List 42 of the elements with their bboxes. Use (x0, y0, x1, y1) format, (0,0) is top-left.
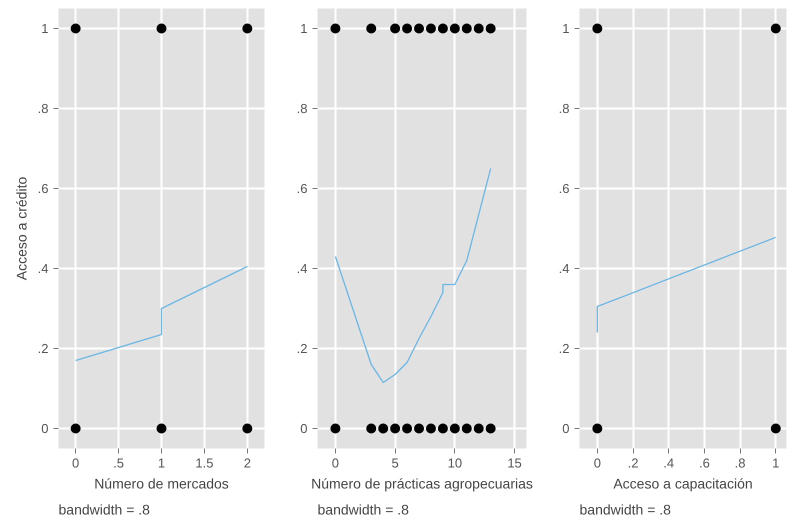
line-series (75, 266, 248, 362)
y-tick-label: 0 (300, 421, 308, 436)
y-axis-title: Acceso a crédito (14, 176, 30, 280)
y-tick-label: .4 (558, 261, 570, 276)
y-tick-label: .6 (558, 181, 570, 196)
x-axis-title: Acceso a capacitación (613, 476, 753, 492)
y-tick-label: .8 (38, 101, 48, 116)
x-tick-label: 15 (507, 456, 522, 470)
x-tick-label: .6 (698, 456, 710, 470)
line-series (334, 168, 492, 384)
x-tick-label: 0 (332, 456, 340, 470)
x-tick-label: .8 (734, 456, 746, 470)
y-tick-label: .6 (38, 181, 48, 196)
y-tick-label: 0 (41, 421, 49, 436)
text: bandwidth = .8 (580, 502, 672, 518)
y-tick-label: 1 (300, 21, 308, 36)
x-axis-title: Número de prácticas agropecuarias (311, 476, 533, 492)
x-tick-label: 10 (448, 456, 462, 470)
x-tick-label: .2 (628, 456, 638, 470)
x-tick-label: 5 (392, 456, 399, 470)
y-tick-label: 1 (562, 21, 570, 36)
x-tick-label: 1 (772, 456, 780, 470)
x-tick-label: 2 (244, 456, 251, 470)
y-tick-label: .4 (296, 261, 308, 276)
x-tick-label: .5 (113, 456, 124, 470)
x-tick-label: .4 (663, 456, 674, 470)
y-tick-label: .2 (558, 341, 570, 356)
y-tick-label: .2 (296, 341, 308, 356)
y-tick-label: .8 (296, 101, 308, 116)
text: bandwidth = .8 (318, 502, 410, 518)
x-axis-title: Número de mercados (94, 476, 229, 492)
y-tick-label: .6 (296, 181, 308, 196)
text: bandwidth = .8 (58, 502, 150, 518)
y-tick-label: .2 (38, 341, 48, 356)
y-tick-label: .8 (558, 101, 570, 116)
y-tick-label: 1 (41, 21, 49, 36)
x-tick-label: 0 (594, 456, 601, 470)
x-tick-label: 0 (72, 456, 80, 470)
y-tick-label: 0 (562, 421, 570, 436)
x-tick-label: 1 (158, 456, 166, 470)
y-tick-label: .4 (38, 261, 48, 276)
x-tick-label: 1.5 (195, 456, 214, 470)
